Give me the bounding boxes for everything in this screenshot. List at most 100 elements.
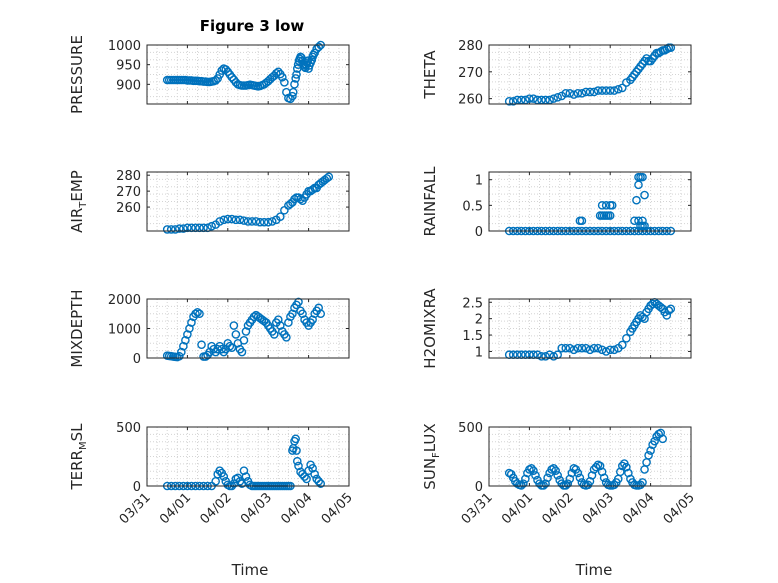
- y-tick-label: 0.5: [462, 199, 483, 214]
- y-tick-label: 270: [458, 66, 483, 81]
- y-tick-label: 280: [116, 169, 141, 184]
- data-point: [300, 472, 309, 481]
- data-point: [237, 347, 247, 357]
- data-point: [587, 471, 597, 480]
- data-point: [517, 481, 526, 490]
- data-point: [581, 87, 591, 97]
- data-point: [539, 481, 548, 490]
- y-tick-label: 1000: [108, 323, 141, 338]
- data-point: [601, 86, 611, 95]
- data-point: [288, 309, 297, 319]
- data-point: [565, 88, 575, 98]
- data-point: [175, 224, 184, 233]
- data-point: [563, 479, 573, 488]
- data-point: [292, 446, 301, 455]
- y-tick-label: 500: [116, 421, 141, 436]
- data-point: [577, 343, 587, 353]
- data-point: [535, 479, 544, 488]
- data-point: [640, 190, 649, 200]
- data-point: [211, 76, 220, 85]
- data-point: [561, 88, 571, 98]
- data-point: [549, 352, 558, 361]
- data-point: [569, 345, 579, 355]
- data-point: [632, 195, 641, 205]
- data-point: [609, 345, 619, 355]
- data-point: [529, 94, 538, 103]
- data-point: [527, 463, 536, 473]
- data-point: [278, 72, 287, 82]
- y-tick-label: 0: [133, 352, 141, 367]
- subplot-mixdepth: 0 1000 2000 MIXDEPTH: [68, 289, 350, 368]
- y-tick-label: 500: [458, 421, 483, 436]
- y-tick-label: 1: [475, 345, 483, 360]
- data-point: [191, 309, 200, 319]
- axes-box: [146, 44, 350, 105]
- data-point: [549, 94, 558, 103]
- data-point: [549, 463, 558, 473]
- data-point: [291, 434, 300, 444]
- axes-box: [146, 426, 350, 487]
- data-point: [551, 466, 560, 475]
- data-point: [255, 217, 265, 227]
- data-point: [282, 333, 291, 342]
- y-tick-label: 2000: [108, 293, 141, 308]
- data-point: [519, 479, 528, 488]
- data-point: [294, 461, 303, 471]
- data-point: [601, 201, 611, 210]
- data-point: [291, 74, 300, 83]
- data-point: [624, 468, 633, 478]
- data-point: [605, 86, 615, 95]
- data-point: [553, 92, 562, 102]
- data-point: [646, 446, 655, 455]
- data-point: [219, 472, 229, 481]
- data-point: [314, 476, 324, 486]
- data-point: [605, 345, 615, 355]
- data-point: [227, 72, 237, 82]
- figure-title: Figure 3 low: [200, 17, 305, 35]
- data-point: [197, 340, 206, 350]
- data-point: [664, 306, 674, 315]
- y-tick-label: 260: [116, 201, 141, 216]
- data-point: [162, 225, 172, 234]
- y-axis-label: RAINFALL: [421, 166, 439, 237]
- data-point: [284, 318, 293, 327]
- data-point: [575, 473, 585, 483]
- y-tick-label: 1: [475, 174, 483, 189]
- data-point: [557, 479, 567, 488]
- data-point: [239, 216, 249, 225]
- axes-box: [488, 171, 692, 232]
- data-point: [609, 86, 619, 95]
- data-point: [666, 43, 676, 52]
- data-point: [597, 201, 607, 210]
- data-point: [241, 472, 251, 481]
- data-point: [636, 480, 645, 490]
- data-point: [308, 185, 317, 194]
- y-axis-label: PRESSURE: [68, 35, 86, 114]
- data-point: [187, 318, 196, 327]
- axes-box: [488, 298, 692, 359]
- data-point: [630, 216, 639, 226]
- data-point: [247, 217, 257, 226]
- data-point: [577, 88, 587, 98]
- data-point: [292, 70, 301, 79]
- axes-box: [488, 44, 692, 105]
- data-point: [531, 471, 540, 480]
- data-point: [573, 343, 583, 353]
- data-point: [314, 303, 324, 313]
- y-tick-label: 260: [458, 93, 483, 108]
- subplot-rainfall: 0 0.5 1 RAINFALL: [421, 166, 692, 240]
- data-point: [593, 343, 603, 353]
- data-point: [591, 462, 601, 472]
- y-tick-label: 270: [116, 185, 141, 200]
- data-point: [529, 466, 538, 475]
- data-point: [589, 87, 599, 97]
- data-point: [597, 345, 607, 355]
- y-tick-label: 2.5: [462, 296, 483, 311]
- data-point: [640, 221, 649, 231]
- data-point: [231, 330, 241, 339]
- data-point: [569, 90, 579, 99]
- data-point: [225, 341, 235, 351]
- data-point: [541, 352, 550, 361]
- data-point: [595, 461, 605, 471]
- data-point: [634, 180, 643, 190]
